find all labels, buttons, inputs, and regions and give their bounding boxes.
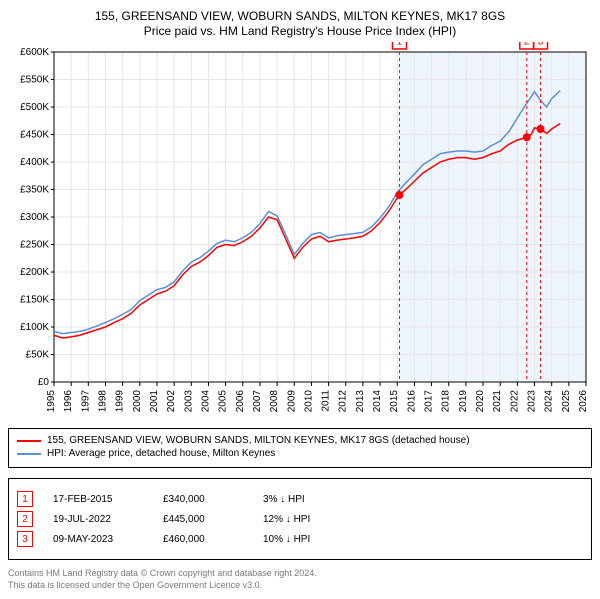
svg-text:2012: 2012 <box>338 390 349 413</box>
svg-text:£150K: £150K <box>20 295 49 306</box>
svg-text:2013: 2013 <box>355 390 366 413</box>
legend-swatch <box>17 440 41 442</box>
svg-text:£200K: £200K <box>20 267 49 278</box>
svg-text:£400K: £400K <box>20 157 49 168</box>
svg-text:2005: 2005 <box>218 390 229 413</box>
sale-badge: 2 <box>17 511 33 527</box>
svg-text:1995: 1995 <box>46 390 57 413</box>
legend-label: 155, GREENSAND VIEW, WOBURN SANDS, MILTO… <box>47 435 470 446</box>
svg-text:£500K: £500K <box>20 102 49 113</box>
svg-text:2026: 2026 <box>578 390 589 413</box>
legend-item: 155, GREENSAND VIEW, WOBURN SANDS, MILTO… <box>17 435 583 446</box>
svg-text:2004: 2004 <box>200 390 211 413</box>
title-block: 155, GREENSAND VIEW, WOBURN SANDS, MILTO… <box>8 9 592 38</box>
sales-row: 3 09-MAY-2023 £460,000 10% ↓ HPI <box>17 531 583 547</box>
svg-text:2015: 2015 <box>389 390 400 413</box>
sales-row: 2 19-JUL-2022 £445,000 12% ↓ HPI <box>17 511 583 527</box>
legend-item: HPI: Average price, detached house, Milt… <box>17 448 583 459</box>
svg-text:2023: 2023 <box>527 390 538 413</box>
svg-text:£100K: £100K <box>20 322 49 333</box>
sale-date: 09-MAY-2023 <box>53 534 143 545</box>
svg-text:2024: 2024 <box>544 390 555 413</box>
svg-text:£300K: £300K <box>20 212 49 223</box>
svg-text:1998: 1998 <box>97 390 108 413</box>
svg-text:2007: 2007 <box>252 390 263 413</box>
svg-text:2002: 2002 <box>166 390 177 413</box>
sale-badge: 3 <box>17 531 33 547</box>
legend: 155, GREENSAND VIEW, WOBURN SANDS, MILTO… <box>8 428 592 468</box>
sale-diff: 3% ↓ HPI <box>263 494 583 505</box>
svg-text:2009: 2009 <box>286 390 297 413</box>
svg-text:1999: 1999 <box>115 390 126 413</box>
svg-text:2017: 2017 <box>424 390 435 413</box>
sale-badge: 1 <box>17 491 33 507</box>
title-line-2: Price paid vs. HM Land Registry's House … <box>8 24 592 38</box>
svg-text:£450K: £450K <box>20 130 49 141</box>
svg-text:£0: £0 <box>38 377 50 388</box>
footer: Contains HM Land Registry data © Crown c… <box>8 568 592 591</box>
legend-swatch <box>17 453 41 455</box>
svg-text:£350K: £350K <box>20 185 49 196</box>
svg-text:2000: 2000 <box>132 390 143 413</box>
svg-text:2006: 2006 <box>235 390 246 413</box>
svg-text:1996: 1996 <box>63 390 74 413</box>
sale-price: £445,000 <box>163 514 243 525</box>
legend-label: HPI: Average price, detached house, Milt… <box>47 448 275 459</box>
svg-text:2022: 2022 <box>509 390 520 413</box>
svg-text:2008: 2008 <box>269 390 280 413</box>
svg-text:£250K: £250K <box>20 240 49 251</box>
chart: £0 £50K £100K £150K £200K £250K £300K £350K £400… <box>8 42 592 422</box>
svg-text:2021: 2021 <box>492 390 503 413</box>
svg-text:2010: 2010 <box>303 390 314 413</box>
svg-text:2001: 2001 <box>149 390 160 413</box>
svg-text:£50K: £50K <box>26 350 50 361</box>
footer-line: Contains HM Land Registry data © Crown c… <box>8 568 592 580</box>
svg-text:1: 1 <box>397 42 403 48</box>
sales-table: 1 17-FEB-2015 £340,000 3% ↓ HPI 2 19-JUL… <box>8 478 592 560</box>
svg-text:2019: 2019 <box>458 390 469 413</box>
chart-svg: £0 £50K £100K £150K £200K £250K £300K £350K £400… <box>8 42 592 422</box>
svg-text:2016: 2016 <box>406 390 417 413</box>
svg-text:2018: 2018 <box>441 390 452 413</box>
svg-text:2011: 2011 <box>321 390 332 412</box>
svg-text:2: 2 <box>524 42 530 48</box>
svg-text:2020: 2020 <box>475 390 486 413</box>
svg-text:£550K: £550K <box>20 75 49 86</box>
svg-text:£600K: £600K <box>20 47 49 58</box>
svg-text:2003: 2003 <box>183 390 194 413</box>
svg-text:3: 3 <box>538 42 544 48</box>
sales-row: 1 17-FEB-2015 £340,000 3% ↓ HPI <box>17 491 583 507</box>
title-line-1: 155, GREENSAND VIEW, WOBURN SANDS, MILTO… <box>8 9 592 23</box>
svg-text:1997: 1997 <box>80 390 91 413</box>
sale-price: £340,000 <box>163 494 243 505</box>
svg-text:2025: 2025 <box>561 390 572 413</box>
sale-price: £460,000 <box>163 534 243 545</box>
sale-diff: 10% ↓ HPI <box>263 534 583 545</box>
svg-text:2014: 2014 <box>372 390 383 413</box>
sale-diff: 12% ↓ HPI <box>263 514 583 525</box>
sale-date: 17-FEB-2015 <box>53 494 143 505</box>
sale-date: 19-JUL-2022 <box>53 514 143 525</box>
page: 155, GREENSAND VIEW, WOBURN SANDS, MILTO… <box>0 0 600 599</box>
